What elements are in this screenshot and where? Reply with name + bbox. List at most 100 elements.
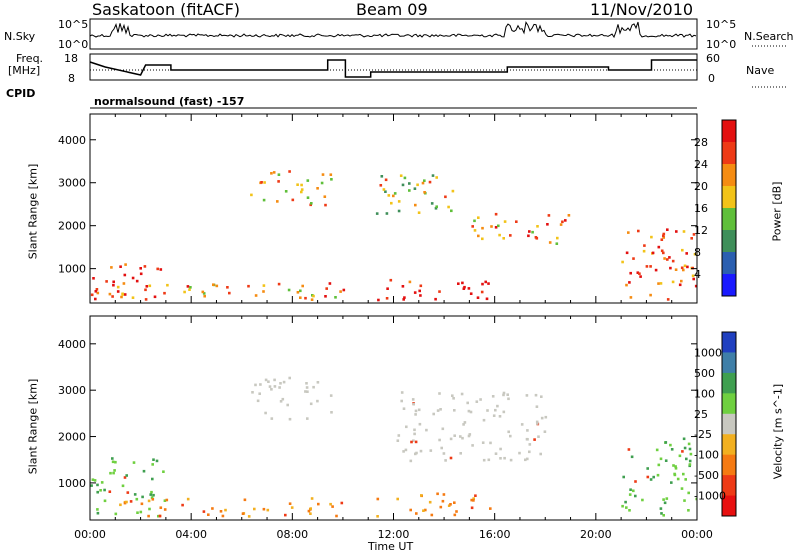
velocity-cell (494, 452, 498, 455)
velocity-cell (304, 390, 307, 393)
velocity-cell (475, 400, 479, 403)
power-cell (461, 281, 464, 285)
power-cell (163, 291, 166, 295)
velocity-cell (491, 395, 495, 398)
power-cell (414, 203, 417, 207)
velocity-cell (425, 428, 428, 432)
velocity-cell (688, 459, 692, 463)
velocity-cell (103, 499, 107, 503)
power-cell (444, 195, 447, 199)
velocity-cell (125, 500, 128, 504)
velocity-cell (123, 476, 127, 479)
velocity-cell (253, 507, 256, 511)
power-cell (270, 172, 273, 175)
power-cell (683, 264, 687, 268)
velocity-cell (157, 514, 160, 518)
power-cell (663, 257, 666, 260)
velocity-cell (453, 434, 456, 437)
freq-tick-lo: 8 (68, 72, 75, 85)
velocity-cell (502, 410, 506, 414)
power-cell (494, 212, 498, 216)
velocity-cell (509, 434, 512, 438)
velocity-cb-swatch (722, 434, 736, 456)
velocity-cell (155, 459, 159, 463)
xaxis-label: Time UT (368, 540, 414, 553)
power-cb-swatch (722, 252, 736, 275)
velocity-cell (629, 488, 632, 491)
velocity-cell (506, 393, 509, 396)
power-cell (636, 271, 640, 274)
power-cell (385, 212, 389, 215)
power-colorbar: 28 24 20 16 12 8 4 (694, 119, 737, 297)
velocity-cell (526, 429, 529, 432)
power-cell (385, 297, 389, 300)
power-cell (660, 238, 664, 241)
velocity-cell (405, 425, 408, 429)
power-cell (112, 280, 115, 284)
velocity-cell (463, 421, 467, 424)
velocity-cell (396, 497, 399, 501)
velocity-cell (151, 463, 154, 466)
power-colorbar-label: Power [dB] (770, 181, 784, 242)
velocity-cell (305, 386, 309, 389)
velocity-cell (688, 463, 692, 466)
velocity-cell (147, 499, 151, 503)
power-cell (692, 277, 695, 281)
velocity-cell (442, 493, 446, 496)
power-cell (408, 182, 411, 185)
velocity-cell (438, 392, 441, 395)
power-cell (462, 287, 466, 290)
velocity-cell (685, 457, 688, 461)
velocity-cb-tick-label: 500 (694, 367, 715, 380)
power-cell (120, 295, 123, 299)
velocity-cell (305, 382, 308, 385)
velocity-cell (335, 514, 338, 518)
velocity-cell (459, 452, 462, 455)
power-cell (534, 236, 538, 239)
power-cell (481, 226, 484, 230)
velocity-cell (149, 493, 152, 496)
velocity-cell (492, 414, 496, 417)
power-cell (159, 268, 163, 271)
velocity-cell (676, 477, 680, 481)
velocity-cell (672, 464, 675, 467)
power-cell (408, 189, 411, 192)
velocity-cell (123, 501, 127, 505)
velocity-cell (449, 456, 453, 460)
power-cell (419, 284, 423, 288)
velocity-cell (660, 512, 663, 515)
power-cb-tick-label: 24 (694, 158, 708, 171)
velocity-cell (309, 507, 312, 510)
velocity-cell (673, 472, 676, 476)
velocity-cell (680, 487, 684, 490)
power-cb-tick-label: 12 (694, 224, 708, 237)
velocity-cell (186, 497, 190, 501)
freq-trace (89, 59, 697, 78)
power-cell (387, 194, 391, 197)
velocity-cell (312, 385, 315, 389)
velocity-cell (453, 513, 457, 517)
velocity-cell (499, 457, 502, 460)
velocity-cell (397, 434, 401, 437)
velocity-cell (316, 399, 319, 403)
power-cell (277, 173, 281, 176)
power-cell (321, 173, 325, 176)
velocity-cell (438, 438, 441, 442)
velocity-cell (309, 512, 312, 515)
power-cell (471, 225, 474, 228)
nsky-panel-frame (89, 18, 698, 50)
power-ytick-label: 3000 (58, 177, 86, 190)
velocity-cell (419, 449, 423, 453)
velocity-cell (624, 500, 627, 504)
velocity-ytick-label: 2000 (58, 431, 86, 444)
velocity-cell (503, 456, 506, 460)
velocity-cell (494, 408, 497, 412)
velocity-cell (436, 492, 439, 496)
power-cell (528, 230, 531, 233)
velocity-frame (89, 315, 698, 521)
velocity-cell (682, 472, 685, 476)
velocity-cell (329, 502, 332, 506)
velocity-cell (133, 493, 137, 496)
power-cb-tick-label: 8 (694, 246, 701, 259)
